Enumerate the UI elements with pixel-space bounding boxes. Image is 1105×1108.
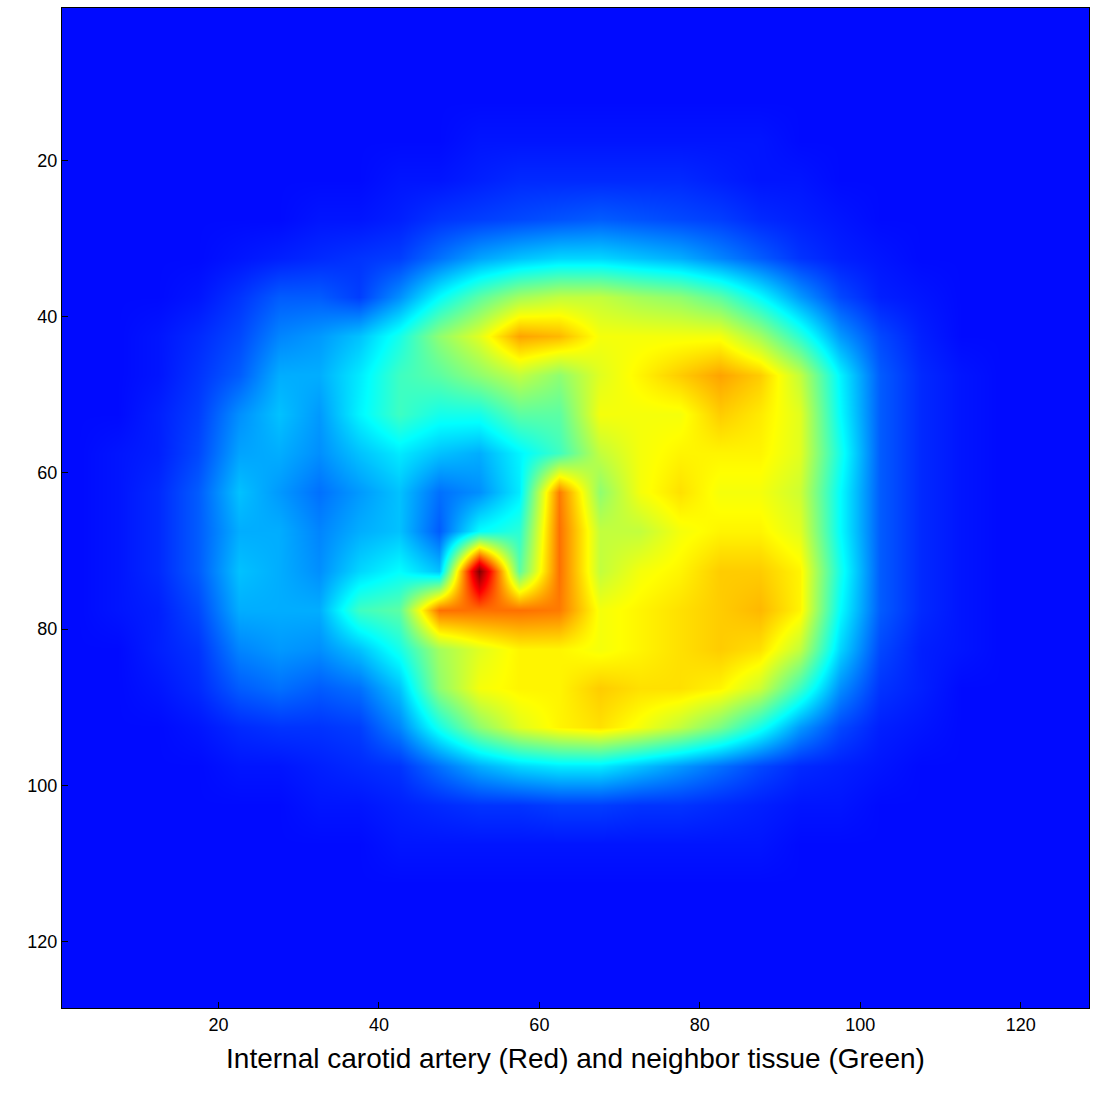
svg-text:80: 80 — [37, 619, 57, 639]
svg-text:Internal carotid artery (Red): Internal carotid artery (Red) and neighb… — [226, 1043, 925, 1074]
svg-text:60: 60 — [37, 463, 57, 483]
svg-text:20: 20 — [37, 151, 57, 171]
svg-text:80: 80 — [690, 1015, 710, 1035]
svg-text:40: 40 — [369, 1015, 389, 1035]
svg-text:60: 60 — [529, 1015, 549, 1035]
svg-text:100: 100 — [27, 776, 57, 796]
svg-text:120: 120 — [1006, 1015, 1036, 1035]
svg-text:20: 20 — [208, 1015, 228, 1035]
svg-text:120: 120 — [27, 932, 57, 952]
svg-text:40: 40 — [37, 307, 57, 327]
svg-text:100: 100 — [845, 1015, 875, 1035]
